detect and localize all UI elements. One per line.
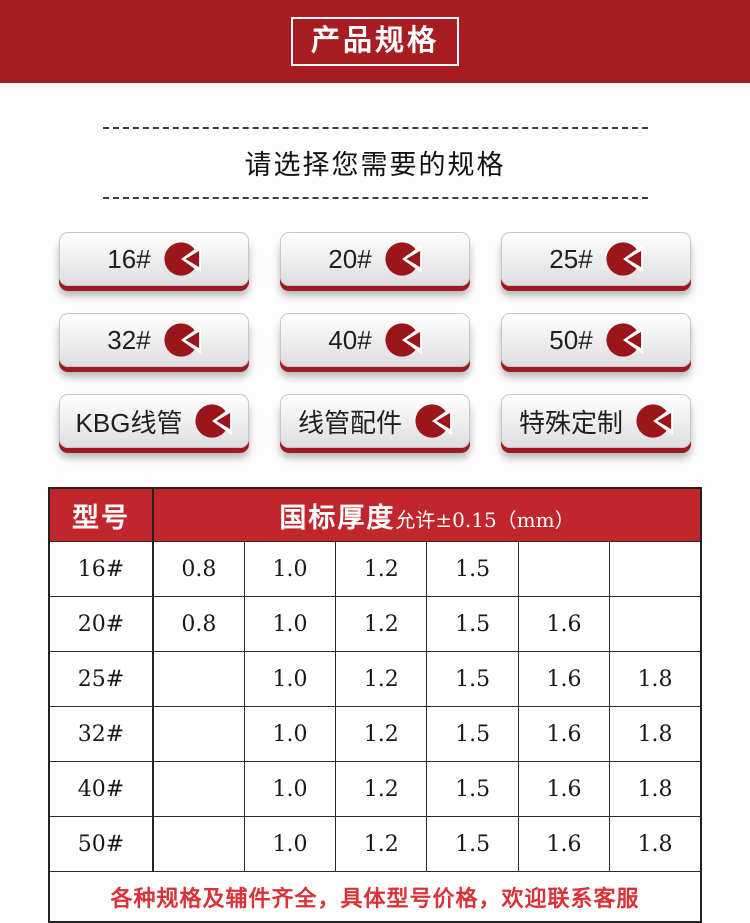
thickness-cell: 1.0 bbox=[243, 706, 337, 762]
thickness-cell: 1.8 bbox=[609, 706, 702, 762]
column-header-thickness: 国标厚度允许±0.15（mm） bbox=[152, 487, 702, 542]
spec-button-50[interactable]: 50# bbox=[501, 313, 691, 367]
spec-button-label: 32# bbox=[107, 324, 151, 355]
spec-button-kbg-conduit[interactable]: KBG线管 bbox=[59, 394, 249, 448]
thickness-cell: 1.8 bbox=[609, 816, 702, 872]
thickness-header-main: 国标厚度 bbox=[279, 502, 396, 533]
thickness-cell: 1.0 bbox=[243, 816, 337, 872]
spec-button-40[interactable]: 40# bbox=[280, 313, 470, 367]
thickness-cell: 1.5 bbox=[426, 651, 519, 707]
page-title: 产品规格 bbox=[290, 17, 459, 66]
thickness-cell: 1.6 bbox=[517, 761, 611, 817]
thickness-cell: 0.8 bbox=[152, 596, 245, 652]
spec-button-25[interactable]: 25# bbox=[501, 232, 691, 286]
spec-button-label: 特殊定制 bbox=[518, 407, 623, 438]
thickness-cell: 1.5 bbox=[426, 706, 519, 762]
table-row: 20# 0.8 1.0 1.2 1.5 1.6 bbox=[48, 596, 702, 652]
table-row: 25# 1.0 1.2 1.5 1.6 1.8 bbox=[48, 651, 702, 707]
thickness-cell: 1.5 bbox=[426, 816, 519, 872]
spec-button-20[interactable]: 20# bbox=[280, 232, 470, 286]
spec-heading: 请选择您需要的规格 bbox=[244, 150, 506, 180]
thickness-cell bbox=[152, 761, 245, 817]
thickness-cell: 1.0 bbox=[243, 651, 337, 707]
thickness-cell: 1.2 bbox=[335, 761, 428, 817]
thickness-cell: 1.6 bbox=[517, 651, 611, 707]
thickness-cell: 1.2 bbox=[335, 541, 428, 597]
table-row: 40# 1.0 1.2 1.5 1.6 1.8 bbox=[48, 761, 702, 817]
table-footer-row: 各种规格及辅件齐全，具体型号价格，欢迎联系客服 bbox=[48, 871, 702, 923]
spec-button-label: 40# bbox=[328, 324, 372, 355]
header-banner: 产品规格 bbox=[0, 0, 750, 83]
pie-arrow-icon bbox=[415, 404, 452, 438]
spec-heading-block: 请选择您需要的规格 bbox=[102, 127, 648, 199]
thickness-cell bbox=[609, 596, 702, 652]
model-cell: 32# bbox=[48, 706, 154, 762]
spec-button-label: 16# bbox=[107, 243, 151, 274]
thickness-cell: 1.2 bbox=[335, 651, 428, 707]
thickness-cell: 1.2 bbox=[335, 596, 428, 652]
thickness-cell: 0.8 bbox=[152, 541, 245, 597]
pie-arrow-icon bbox=[636, 404, 673, 438]
thickness-cell bbox=[152, 706, 245, 762]
thickness-cell: 1.5 bbox=[426, 761, 519, 817]
thickness-cell bbox=[152, 651, 245, 707]
contact-service-note: 各种规格及辅件齐全，具体型号价格，欢迎联系客服 bbox=[48, 871, 702, 923]
pie-arrow-icon bbox=[385, 242, 422, 276]
thickness-cell: 1.2 bbox=[335, 816, 428, 872]
table-row: 32# 1.0 1.2 1.5 1.6 1.8 bbox=[48, 706, 702, 762]
spec-button-label: 50# bbox=[549, 324, 593, 355]
table-header-row: 型号 国标厚度允许±0.15（mm） bbox=[48, 487, 702, 542]
pie-arrow-icon bbox=[385, 323, 422, 357]
thickness-cell: 1.0 bbox=[243, 761, 337, 817]
pie-arrow-icon bbox=[164, 323, 201, 357]
dashed-divider-top bbox=[102, 127, 648, 129]
thickness-cell: 1.0 bbox=[243, 596, 337, 652]
spec-button-custom[interactable]: 特殊定制 bbox=[501, 394, 691, 448]
thickness-cell: 1.0 bbox=[243, 541, 337, 597]
spec-button-label: 25# bbox=[549, 243, 593, 274]
spec-button-conduit-fittings[interactable]: 线管配件 bbox=[280, 394, 470, 448]
model-cell: 40# bbox=[48, 761, 154, 817]
thickness-cell: 1.6 bbox=[517, 596, 611, 652]
model-cell: 20# bbox=[48, 596, 154, 652]
model-cell: 50# bbox=[48, 816, 154, 872]
pie-arrow-icon bbox=[606, 242, 643, 276]
thickness-cell: 1.5 bbox=[426, 596, 519, 652]
thickness-cell bbox=[609, 541, 702, 597]
spec-button-label: KBG线管 bbox=[75, 407, 183, 438]
thickness-cell bbox=[152, 816, 245, 872]
spec-button-16[interactable]: 16# bbox=[59, 232, 249, 286]
pie-arrow-icon bbox=[164, 242, 201, 276]
model-cell: 25# bbox=[48, 651, 154, 707]
model-cell: 16# bbox=[48, 541, 154, 597]
pie-arrow-icon bbox=[606, 323, 643, 357]
thickness-cell: 1.8 bbox=[609, 761, 702, 817]
spec-button-label: 20# bbox=[328, 243, 372, 274]
spec-button-grid: 16# 20# 25# 32# 40# 50# KBG线管 线管配件 特殊定制 bbox=[59, 232, 691, 448]
table-row: 16# 0.8 1.0 1.2 1.5 bbox=[48, 541, 702, 597]
thickness-header-tolerance: 允许±0.15（mm） bbox=[395, 507, 575, 532]
thickness-cell: 1.8 bbox=[609, 651, 702, 707]
column-header-model: 型号 bbox=[48, 487, 154, 542]
pie-arrow-icon bbox=[195, 404, 233, 438]
spec-button-32[interactable]: 32# bbox=[59, 313, 249, 367]
thickness-table: 型号 国标厚度允许±0.15（mm） 16# 0.8 1.0 1.2 1.5 2… bbox=[48, 487, 702, 923]
thickness-cell: 1.5 bbox=[426, 541, 519, 597]
spec-button-label: 线管配件 bbox=[297, 407, 402, 438]
thickness-cell bbox=[517, 541, 611, 597]
thickness-cell: 1.2 bbox=[335, 706, 428, 762]
thickness-cell: 1.6 bbox=[517, 706, 611, 762]
thickness-cell: 1.6 bbox=[517, 816, 611, 872]
table-row: 50# 1.0 1.2 1.5 1.6 1.8 bbox=[48, 816, 702, 872]
dashed-divider-bottom bbox=[102, 197, 648, 199]
